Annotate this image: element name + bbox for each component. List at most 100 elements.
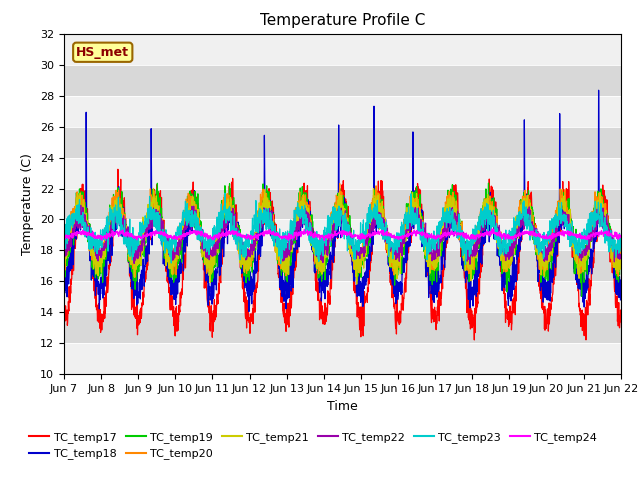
- TC_temp20: [216, 225, 223, 231]
- TC_temp19: [617, 256, 625, 262]
- Line: TC_temp24: TC_temp24: [64, 228, 621, 240]
- TC_temp21: [353, 281, 360, 287]
- TC_temp17: [470, 337, 478, 343]
- Y-axis label: Temperature (C): Temperature (C): [22, 153, 35, 255]
- TC_temp24: [60, 236, 68, 241]
- Bar: [64, 219, 621, 251]
- TC_temp22: [60, 254, 68, 260]
- TC_temp19: [568, 228, 575, 234]
- TC_temp19: [578, 293, 586, 299]
- TC_temp18: [371, 215, 379, 221]
- TC_temp19: [60, 270, 68, 276]
- TC_temp23: [461, 262, 469, 267]
- Bar: [64, 65, 621, 96]
- TC_temp18: [617, 277, 625, 283]
- TC_temp24: [371, 228, 379, 234]
- Bar: [64, 281, 621, 312]
- TC_temp22: [505, 249, 513, 255]
- TC_temp20: [568, 233, 576, 239]
- TC_temp22: [371, 203, 379, 208]
- TC_temp19: [484, 180, 492, 186]
- Line: TC_temp21: TC_temp21: [64, 188, 621, 284]
- TC_temp23: [359, 232, 367, 238]
- TC_temp24: [223, 226, 230, 231]
- Line: TC_temp19: TC_temp19: [64, 183, 621, 296]
- TC_temp22: [584, 239, 591, 245]
- TC_temp19: [216, 239, 223, 245]
- TC_temp21: [216, 225, 223, 231]
- TC_temp19: [371, 211, 378, 217]
- TC_temp18: [504, 302, 512, 308]
- TC_temp24: [505, 234, 513, 240]
- Line: TC_temp18: TC_temp18: [64, 90, 621, 312]
- TC_temp23: [221, 191, 228, 196]
- TC_temp21: [60, 254, 68, 260]
- TC_temp20: [336, 181, 344, 187]
- TC_temp24: [359, 233, 367, 239]
- TC_temp20: [371, 205, 379, 211]
- Bar: [64, 34, 621, 65]
- Bar: [64, 96, 621, 127]
- TC_temp23: [617, 244, 625, 250]
- TC_temp17: [568, 225, 576, 230]
- TC_temp22: [371, 215, 378, 221]
- TC_temp21: [584, 243, 591, 249]
- TC_temp17: [371, 213, 379, 219]
- TC_temp18: [245, 309, 253, 314]
- X-axis label: Time: Time: [327, 400, 358, 413]
- TC_temp18: [216, 269, 223, 275]
- Bar: [64, 157, 621, 189]
- TC_temp23: [60, 243, 68, 249]
- TC_temp21: [150, 185, 157, 191]
- TC_temp22: [358, 250, 366, 256]
- TC_temp24: [568, 232, 576, 238]
- Bar: [64, 251, 621, 281]
- TC_temp19: [358, 256, 366, 262]
- TC_temp17: [584, 300, 591, 306]
- TC_temp21: [568, 244, 576, 250]
- TC_temp17: [114, 167, 122, 172]
- TC_temp23: [505, 237, 513, 242]
- TC_temp20: [584, 238, 591, 243]
- Line: TC_temp22: TC_temp22: [64, 205, 621, 264]
- TC_temp21: [359, 255, 367, 261]
- TC_temp20: [505, 255, 513, 261]
- Line: TC_temp17: TC_temp17: [64, 169, 621, 340]
- TC_temp17: [359, 308, 367, 313]
- TC_temp23: [584, 240, 591, 246]
- TC_temp17: [216, 268, 223, 274]
- TC_temp18: [595, 87, 602, 93]
- TC_temp18: [568, 233, 575, 239]
- TC_temp21: [617, 256, 625, 262]
- TC_temp17: [60, 313, 68, 319]
- TC_temp19: [504, 268, 512, 274]
- Line: TC_temp23: TC_temp23: [64, 193, 621, 264]
- TC_temp23: [371, 201, 379, 207]
- TC_temp24: [584, 234, 591, 240]
- TC_temp18: [584, 283, 591, 289]
- TC_temp21: [505, 261, 513, 266]
- TC_temp23: [216, 218, 223, 224]
- TC_temp20: [617, 264, 625, 269]
- Bar: [64, 343, 621, 374]
- Bar: [64, 189, 621, 219]
- TC_temp17: [505, 324, 513, 329]
- TC_temp22: [617, 252, 625, 257]
- TC_temp23: [568, 240, 576, 245]
- TC_temp18: [60, 284, 68, 289]
- TC_temp22: [216, 240, 223, 245]
- Text: HS_met: HS_met: [76, 46, 129, 59]
- TC_temp22: [466, 261, 474, 267]
- TC_temp20: [131, 275, 139, 280]
- TC_temp19: [584, 253, 591, 259]
- Legend: TC_temp17, TC_temp18, TC_temp19, TC_temp20, TC_temp21, TC_temp22, TC_temp23, TC_: TC_temp17, TC_temp18, TC_temp19, TC_temp…: [25, 428, 602, 464]
- TC_temp17: [617, 313, 625, 319]
- Line: TC_temp20: TC_temp20: [64, 184, 621, 277]
- Title: Temperature Profile C: Temperature Profile C: [260, 13, 425, 28]
- Bar: [64, 127, 621, 157]
- TC_temp20: [60, 255, 68, 261]
- Bar: [64, 312, 621, 343]
- TC_temp22: [568, 226, 576, 232]
- TC_temp18: [359, 275, 367, 280]
- TC_temp24: [617, 234, 625, 240]
